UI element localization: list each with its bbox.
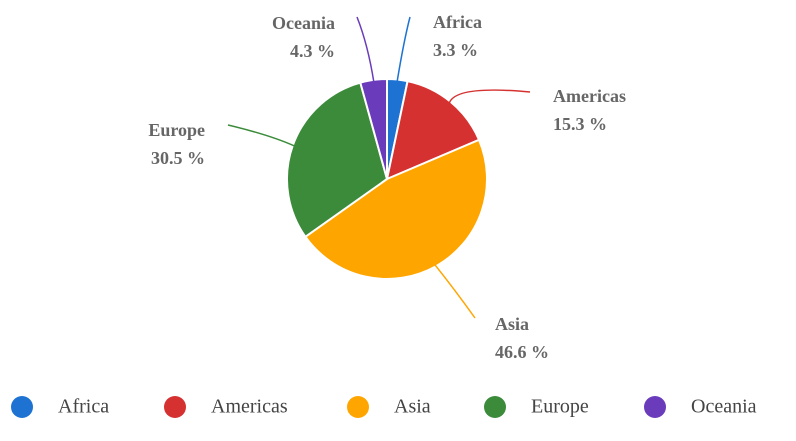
- slice-label: Oceania: [272, 13, 335, 33]
- slice-label: Europe: [148, 120, 205, 140]
- leader-line: [448, 89, 531, 104]
- leader-line: [396, 16, 411, 82]
- leader-line: [227, 124, 295, 147]
- legend-marker: [11, 396, 33, 418]
- legend-label: Oceania: [691, 396, 757, 418]
- legend-label: Americas: [211, 396, 288, 418]
- slice-value: 30.5 %: [151, 148, 205, 168]
- legend-label: Africa: [58, 396, 109, 418]
- legend-marker: [347, 396, 369, 418]
- leader-line: [434, 264, 476, 319]
- slice-label: Africa: [433, 12, 482, 32]
- legend-marker: [644, 396, 666, 418]
- slice-value: 15.3 %: [553, 114, 607, 134]
- slice-value: 3.3 %: [433, 40, 478, 60]
- legend-label: Europe: [531, 396, 589, 418]
- legend-marker: [484, 396, 506, 418]
- slice-label: Americas: [553, 86, 626, 106]
- leader-line: [356, 16, 375, 83]
- legend-label: Asia: [394, 396, 431, 418]
- slice-value: 4.3 %: [290, 41, 335, 61]
- slice-label: Asia: [495, 314, 529, 334]
- slice-value: 46.6 %: [495, 342, 549, 362]
- legend-marker: [164, 396, 186, 418]
